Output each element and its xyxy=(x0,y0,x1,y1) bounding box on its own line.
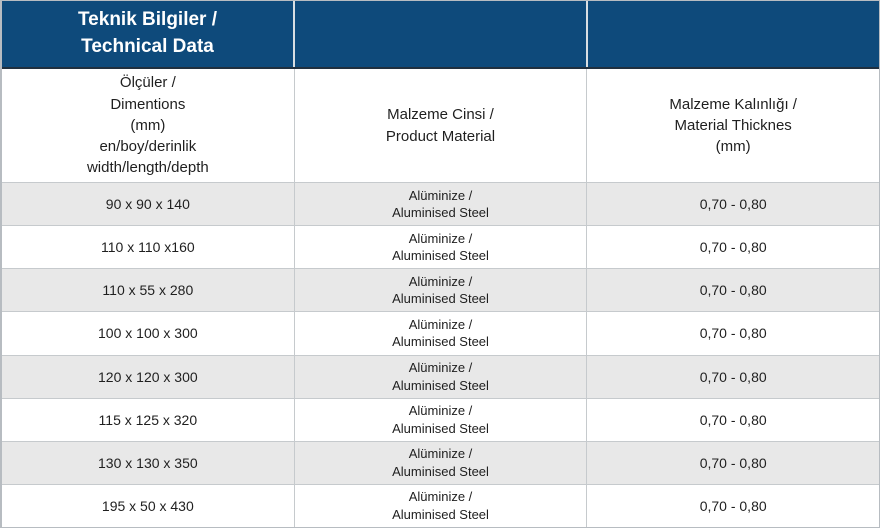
dimensions-cell: 115 x 125 x 320 xyxy=(2,399,294,441)
material-cell: Alüminize / Aluminised Steel xyxy=(293,183,587,226)
dimensions-value: 120 x 120 x 300 xyxy=(98,368,198,385)
column-header-material-label: Malzeme Cinsi / Product Material xyxy=(385,106,496,145)
thickness-value: 0,70 - 0,80 xyxy=(699,239,767,256)
material-value: Alüminize / Aluminised Steel xyxy=(392,489,489,522)
dimensions-cell: 100 x 100 x 300 xyxy=(2,312,294,354)
thickness-cell: 0,70 - 0,80 xyxy=(586,226,879,269)
material-value: Alüminize / Aluminised Steel xyxy=(392,446,489,479)
material-value: Alüminize / Aluminised Steel xyxy=(392,273,489,307)
thickness-cell: 0,70 - 0,80 xyxy=(586,441,879,484)
table-title: Teknik Bilgiler / Technical Data xyxy=(77,9,218,57)
thickness-cell: 0,70 - 0,80 xyxy=(586,355,879,398)
dimensions-cell: 120 x 120 x 300 xyxy=(2,356,294,398)
header-spacer-thickness xyxy=(586,1,879,67)
material-cell: Alüminize / Aluminised Steel xyxy=(293,484,587,527)
column-header-thickness-label: Malzeme Kalınlığı / Material Thicknes (m… xyxy=(669,95,797,156)
table-row: 195 x 50 x 430 Alüminize / Aluminised St… xyxy=(2,483,879,527)
table-header-row: Teknik Bilgiler / Technical Data xyxy=(2,1,879,69)
header-spacer-material xyxy=(293,1,586,67)
dimensions-cell: 195 x 50 x 430 xyxy=(2,485,294,527)
table-row: 90 x 90 x 140 Alüminize / Aluminised Ste… xyxy=(2,182,879,226)
column-header-row: Ölçüler / Dimentions (mm) en/boy/derinli… xyxy=(2,69,879,182)
dimensions-value: 115 x 125 x 320 xyxy=(98,411,198,428)
material-cell: Alüminize / Aluminised Steel xyxy=(293,441,587,484)
material-value: Alüminize / Aluminised Steel xyxy=(392,230,489,264)
table-row: 110 x 110 x160 Alüminize / Aluminised St… xyxy=(2,225,879,269)
dimensions-cell: 110 x 55 x 280 xyxy=(2,269,294,311)
material-cell: Alüminize / Aluminised Steel xyxy=(293,312,587,355)
dimensions-value: 195 x 50 x 430 xyxy=(101,497,194,514)
material-cell: Alüminize / Aluminised Steel xyxy=(293,398,587,441)
thickness-cell: 0,70 - 0,80 xyxy=(586,269,879,312)
thickness-cell: 0,70 - 0,80 xyxy=(586,484,879,527)
material-value: Alüminize / Aluminised Steel xyxy=(392,187,489,221)
dimensions-value: 130 x 130 x 350 xyxy=(98,454,198,471)
table-row: 120 x 120 x 300 Alüminize / Aluminised S… xyxy=(2,354,879,398)
table-row: 110 x 55 x 280 Alüminize / Aluminised St… xyxy=(2,268,879,312)
thickness-value: 0,70 - 0,80 xyxy=(699,282,767,299)
thickness-value: 0,70 - 0,80 xyxy=(699,411,767,428)
thickness-value: 0,70 - 0,80 xyxy=(699,196,767,213)
dimensions-cell: 90 x 90 x 140 xyxy=(2,183,294,225)
thickness-value: 0,70 - 0,80 xyxy=(699,497,767,514)
dimensions-cell: 130 x 130 x 350 xyxy=(2,442,294,484)
table-row: 100 x 100 x 300 Alüminize / Aluminised S… xyxy=(2,311,879,355)
column-header-dimensions: Ölçüler / Dimentions (mm) en/boy/derinli… xyxy=(2,69,294,182)
material-cell: Alüminize / Aluminised Steel xyxy=(293,226,587,269)
material-cell: Alüminize / Aluminised Steel xyxy=(293,269,587,312)
dimensions-cell: 110 x 110 x160 xyxy=(2,226,294,268)
dimensions-value: 110 x 55 x 280 xyxy=(102,282,194,299)
column-header-material: Malzeme Cinsi / Product Material xyxy=(293,69,587,182)
table-row: 130 x 130 x 350 Alüminize / Aluminised S… xyxy=(2,440,879,484)
dimensions-value: 90 x 90 x 140 xyxy=(105,196,190,213)
material-value: Alüminize / Aluminised Steel xyxy=(392,360,489,393)
dimensions-value: 100 x 100 x 300 xyxy=(98,325,198,342)
thickness-value: 0,70 - 0,80 xyxy=(699,325,767,342)
thickness-cell: 0,70 - 0,80 xyxy=(586,398,879,441)
thickness-cell: 0,70 - 0,80 xyxy=(586,183,879,226)
table-title-cell: Teknik Bilgiler / Technical Data xyxy=(2,1,293,67)
dimensions-value: 110 x 110 x160 xyxy=(101,239,195,256)
material-cell: Alüminize / Aluminised Steel xyxy=(293,355,587,398)
column-header-thickness: Malzeme Kalınlığı / Material Thicknes (m… xyxy=(586,69,879,182)
column-header-dimensions-label: Ölçüler / Dimentions (mm) en/boy/derinli… xyxy=(86,74,209,177)
thickness-cell: 0,70 - 0,80 xyxy=(586,312,879,355)
thickness-value: 0,70 - 0,80 xyxy=(699,454,767,471)
material-value: Alüminize / Aluminised Steel xyxy=(392,316,489,350)
thickness-value: 0,70 - 0,80 xyxy=(699,368,767,385)
table-row: 115 x 125 x 320 Alüminize / Aluminised S… xyxy=(2,397,879,441)
material-value: Alüminize / Aluminised Steel xyxy=(392,403,489,436)
